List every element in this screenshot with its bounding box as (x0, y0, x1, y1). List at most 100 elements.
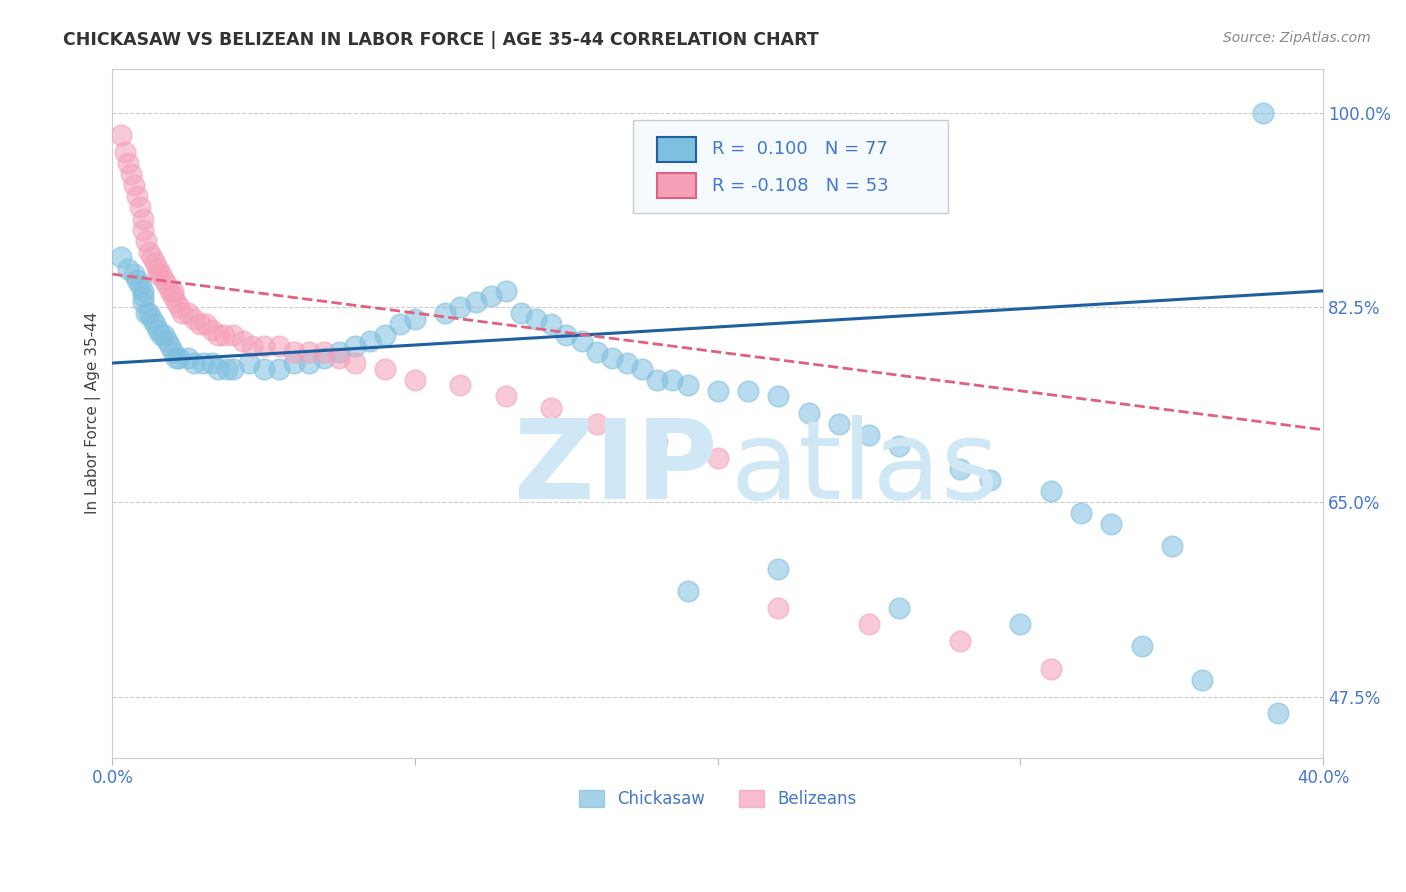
Point (676, 583, 699, 598)
Point (768, 389, 790, 403)
Point (222, 328, 245, 343)
Point (283, 356, 305, 370)
Point (117, 156, 139, 170)
Point (117, 261, 139, 276)
Point (540, 401, 562, 415)
Point (128, 278, 150, 293)
Point (404, 311, 426, 326)
Point (159, 339, 181, 353)
Point (464, 294, 486, 309)
Point (195, 317, 218, 331)
Point (135, 234, 157, 248)
Point (149, 328, 172, 343)
Point (828, 417, 851, 432)
Point (131, 211, 153, 226)
Point (797, 406, 820, 420)
Point (298, 356, 321, 370)
Point (153, 273, 176, 287)
Point (479, 289, 502, 303)
Point (267, 361, 290, 376)
Point (146, 323, 169, 337)
Y-axis label: In Labor Force | Age 35-44: In Labor Force | Age 35-44 (86, 312, 101, 515)
Point (146, 261, 169, 276)
Point (1099, 517, 1122, 532)
Point (328, 351, 350, 365)
Text: ZIP: ZIP (515, 415, 718, 522)
Point (768, 600, 790, 615)
Point (1251, 106, 1274, 120)
Point (600, 351, 623, 365)
Point (177, 306, 200, 320)
Point (374, 361, 396, 376)
Point (170, 306, 193, 320)
Point (122, 267, 145, 281)
Point (388, 317, 411, 331)
Point (1039, 483, 1062, 498)
Text: R = -0.108   N = 53: R = -0.108 N = 53 (711, 177, 889, 194)
Point (183, 356, 205, 370)
Point (707, 450, 730, 465)
Point (162, 284, 184, 298)
Point (193, 356, 215, 370)
Point (232, 334, 254, 348)
Point (253, 361, 276, 376)
Point (120, 167, 142, 181)
Text: atlas: atlas (730, 415, 998, 522)
Point (979, 473, 1001, 487)
Point (238, 356, 260, 370)
Point (143, 317, 166, 331)
Point (131, 289, 153, 303)
Point (183, 311, 205, 326)
Point (201, 323, 224, 337)
Point (162, 289, 184, 303)
Point (1160, 540, 1182, 554)
Point (141, 311, 163, 326)
Point (162, 345, 184, 359)
Point (949, 461, 972, 475)
Point (1191, 673, 1213, 687)
Point (555, 328, 578, 343)
Point (207, 328, 229, 343)
Point (110, 251, 132, 265)
Point (889, 600, 911, 615)
Point (125, 273, 148, 287)
Point (214, 328, 236, 343)
Point (298, 345, 321, 359)
FancyBboxPatch shape (633, 120, 948, 213)
Point (949, 634, 972, 648)
FancyBboxPatch shape (657, 173, 696, 198)
Point (434, 306, 457, 320)
Point (524, 311, 547, 326)
Point (110, 128, 132, 143)
Point (585, 345, 607, 359)
Point (343, 356, 366, 370)
Point (141, 251, 163, 265)
Legend: Chickasaw, Belizeans: Chickasaw, Belizeans (572, 783, 863, 814)
Text: CHICKASAW VS BELIZEAN IN LABOR FORCE | AGE 35-44 CORRELATION CHART: CHICKASAW VS BELIZEAN IN LABOR FORCE | A… (63, 31, 820, 49)
Point (571, 334, 593, 348)
Point (240, 339, 263, 353)
Point (1039, 662, 1062, 676)
Point (131, 284, 153, 298)
Point (131, 294, 153, 309)
Point (495, 284, 517, 298)
Point (540, 317, 562, 331)
Point (737, 384, 759, 398)
Point (222, 361, 245, 376)
Point (201, 356, 224, 370)
Point (404, 373, 426, 387)
Text: Source: ZipAtlas.com: Source: ZipAtlas.com (1223, 31, 1371, 45)
Point (631, 361, 654, 376)
Point (495, 389, 517, 403)
Point (131, 222, 153, 236)
Point (138, 306, 160, 320)
Point (359, 334, 381, 348)
Point (167, 351, 190, 365)
Point (153, 328, 176, 343)
Point (114, 145, 136, 159)
Point (858, 428, 880, 442)
Point (343, 339, 366, 353)
Point (645, 434, 668, 448)
Point (889, 439, 911, 453)
Point (149, 267, 172, 281)
